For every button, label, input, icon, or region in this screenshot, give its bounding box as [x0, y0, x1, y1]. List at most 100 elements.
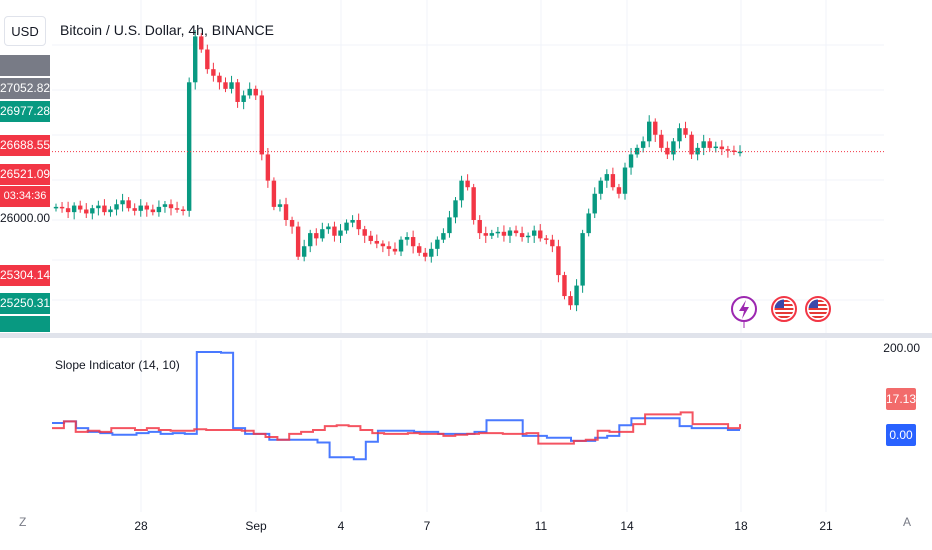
x-label-28: 28: [134, 519, 148, 533]
candle-body: [640, 141, 646, 148]
candle-body: [259, 95, 265, 155]
x-label-sep: Sep: [245, 519, 267, 533]
candle-body: [544, 238, 549, 240]
candle-body: [489, 233, 495, 236]
candle-body: [556, 246, 561, 276]
candle-body: [326, 226, 331, 230]
candle-body: [229, 82, 234, 89]
candle-body: [241, 95, 246, 102]
candle-body: [90, 208, 95, 214]
candle-body: [707, 141, 712, 148]
candle-body: [362, 229, 367, 236]
candle-body: [447, 217, 452, 234]
candle-body: [186, 82, 192, 211]
candle-body: [102, 205, 107, 213]
candle-body: [495, 231, 501, 234]
candle-body: [162, 204, 168, 207]
indicator-red-value-tag: 17.13: [886, 388, 916, 410]
candle-body: [513, 230, 519, 234]
candle-body: [308, 233, 313, 247]
us-flag-icon[interactable]: [803, 292, 833, 330]
candle-body: [78, 205, 83, 210]
candle-body: [477, 220, 482, 234]
x-label-4: 4: [337, 519, 345, 533]
candle-body: [538, 230, 543, 239]
candle-body: [519, 233, 525, 238]
symbol-title: Bitcoin / U.S. Dollar, 4h, BINANCE: [60, 22, 274, 38]
candle-body: [459, 180, 464, 201]
candle-body: [683, 128, 688, 135]
candle-body: [647, 121, 652, 142]
indicator-line-red: [52, 411, 741, 445]
currency-button[interactable]: USD: [4, 16, 46, 46]
candle-body: [398, 239, 404, 252]
candle-body: [156, 206, 162, 213]
candle-body: [634, 147, 640, 155]
candle-body: [96, 205, 101, 209]
candle-body: [114, 204, 119, 210]
us-flag-icon[interactable]: [769, 292, 799, 330]
candle-body: [356, 220, 361, 230]
candle-body: [320, 229, 325, 239]
candle-body: [604, 174, 610, 181]
candle-body: [84, 209, 89, 214]
candle-body: [277, 204, 283, 207]
candle-body: [465, 180, 470, 188]
candle-body: [737, 151, 743, 154]
candle-body: [108, 209, 113, 213]
candle-body: [586, 213, 591, 234]
candle-body: [592, 193, 597, 214]
candle-body: [659, 134, 664, 148]
candle-body: [344, 222, 349, 231]
candle-body: [65, 208, 71, 213]
candle-body: [295, 226, 301, 257]
candle-body: [59, 206, 65, 209]
price-tag: 25304.14: [0, 265, 50, 286]
candle-body: [628, 154, 634, 168]
candle-body: [120, 200, 125, 205]
x-label-18: 18: [734, 519, 748, 533]
candle-body: [126, 200, 131, 209]
candle-body: [410, 237, 416, 247]
lightning-icon[interactable]: [729, 292, 759, 330]
x-label-7: 7: [423, 519, 431, 533]
candle-body: [301, 246, 307, 257]
x-label-11: 11: [534, 519, 548, 533]
price-tag: 26688.55: [0, 135, 50, 156]
pane-separator: [0, 333, 932, 338]
candle-body: [332, 226, 337, 236]
candle-body: [180, 209, 186, 212]
price-tag: 26977.28: [0, 101, 50, 122]
price-tag: 26000.00: [0, 211, 51, 225]
candle-body: [610, 174, 616, 188]
candle-body: [562, 275, 567, 297]
candle-body: [719, 146, 725, 150]
price-tag: 25250.31: [0, 293, 50, 314]
candle-body: [580, 233, 585, 286]
candle-body: [271, 180, 277, 207]
candle-body: [174, 208, 180, 210]
candle-body: [132, 208, 137, 211]
candle-body: [150, 209, 156, 213]
candle-body: [138, 205, 143, 211]
candle-body: [235, 82, 240, 102]
candle-body: [531, 230, 537, 236]
price-tag: 03:34:36: [0, 186, 50, 207]
candle-body: [423, 252, 428, 257]
candle-body: [338, 230, 343, 236]
candle-body: [53, 206, 59, 209]
candle-body: [598, 180, 603, 194]
price-tag: 27052.82: [0, 78, 50, 99]
auto-scale-icon[interactable]: A: [903, 515, 912, 529]
candle-body: [168, 204, 174, 209]
candle-body: [483, 233, 488, 236]
candle-body: [217, 75, 222, 83]
candle-body: [689, 134, 694, 155]
x-label-14: 14: [620, 519, 634, 533]
candle-body: [550, 239, 555, 247]
candle-body: [144, 205, 149, 210]
timezone-icon[interactable]: Z: [19, 515, 27, 529]
candle-body: [525, 235, 531, 238]
candle-body: [622, 167, 628, 194]
